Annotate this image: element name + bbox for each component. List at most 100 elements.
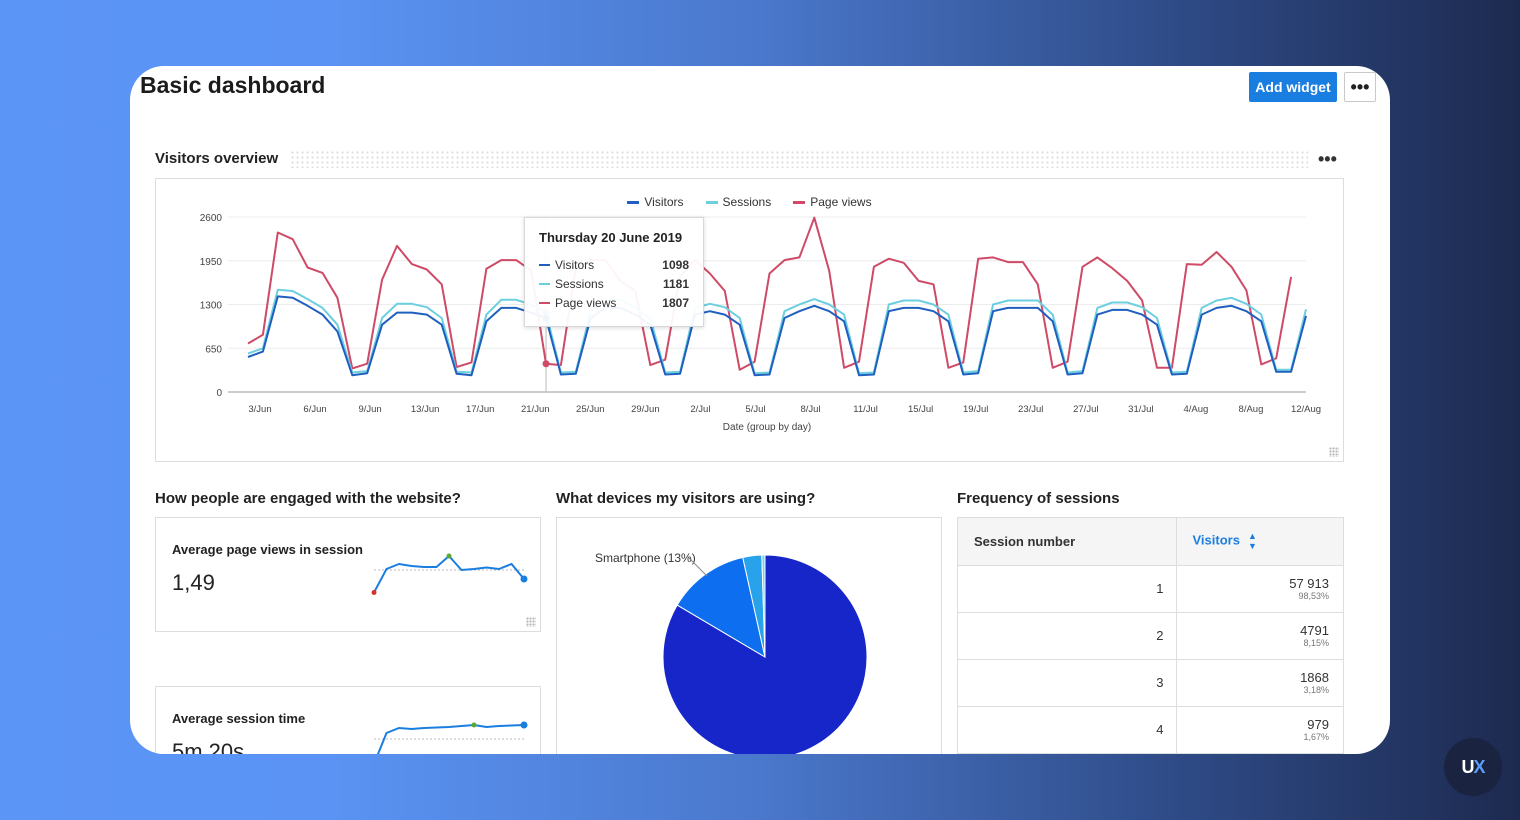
x-tick-label: 4/Aug <box>1183 404 1208 415</box>
x-tick-label: 13/Jun <box>411 404 440 415</box>
frequency-table: Session number Visitors ▲ ▼ 1 57 913 98,53% 2… <box>958 518 1343 754</box>
x-tick-label: 11/Jul <box>853 404 878 415</box>
visitors-count: 57 913 <box>1289 575 1329 591</box>
tooltip-swatch <box>539 301 550 304</box>
sparkline-page-views <box>371 553 528 595</box>
devices-pie-panel: Smartphone (13%) <box>556 517 942 754</box>
session-number-cell: 4 <box>958 706 1176 754</box>
legend-item-page-views[interactable]: Page views <box>793 195 872 209</box>
visitors-cell: 979 1,67% <box>1175 706 1343 754</box>
x-tick-label: 6/Jun <box>303 404 326 415</box>
legend-label: Page views <box>810 195 872 209</box>
logo-letter-u: U <box>1461 756 1474 777</box>
dashboard-more-button[interactable]: ••• <box>1344 72 1376 102</box>
engagement-title: How people are engaged with the website? <box>155 490 461 507</box>
tooltip-title: Thursday 20 June 2019 <box>539 230 683 245</box>
tooltip-name: Sessions <box>555 276 604 291</box>
legend-label: Visitors <box>644 195 684 209</box>
sparkline-line <box>373 554 525 593</box>
column-header-session-number[interactable]: Session number <box>958 518 1176 566</box>
y-tick-label: 650 <box>205 344 222 355</box>
legend-item-visitors[interactable]: Visitors <box>627 195 684 209</box>
tooltip-row-sessions: Sessions 1181 <box>539 274 689 293</box>
x-axis-label: Date (group by day) <box>723 422 811 433</box>
x-tick-label: 29/Jun <box>631 404 660 415</box>
x-tick-label: 8/Jul <box>800 404 820 415</box>
logo-letter-x: X <box>1473 756 1485 777</box>
resize-handle[interactable] <box>1329 447 1339 457</box>
session-number-cell: 2 <box>958 612 1176 660</box>
visitors-count: 979 <box>1307 716 1329 732</box>
visitors-percent: 3,18% <box>1303 684 1329 695</box>
legend-swatch <box>627 200 640 204</box>
x-tick-label: 15/Jul <box>908 404 933 415</box>
kpi-avg-session-time: Average session time 5m 20s <box>155 686 541 754</box>
add-widget-button[interactable]: Add widget <box>1249 72 1337 102</box>
pie-slice-other[interactable] <box>761 554 766 658</box>
x-tick-label: 25/Jun <box>576 404 605 415</box>
kpi-value: 5m 20s <box>172 739 245 754</box>
tooltip-value: 1181 <box>662 276 689 291</box>
chart-tooltip: Thursday 20 June 2019 Visitors 1098 Sess… <box>524 217 704 327</box>
y-tick-label: 1950 <box>200 257 223 268</box>
highlight-point <box>542 360 550 368</box>
visitors-percent: 8,15% <box>1303 637 1329 648</box>
series-line-page-views[interactable] <box>247 216 1293 371</box>
sparkline-max-point <box>446 553 452 559</box>
x-tick-label: 5/Jul <box>745 404 765 415</box>
x-tick-label: 19/Jul <box>963 404 988 415</box>
legend-swatch <box>705 200 718 204</box>
chart-legend: Visitors Sessions Page views <box>156 195 1343 209</box>
x-tick-label: 3/Jun <box>248 404 271 415</box>
visitors-overview-more-button[interactable]: ••• <box>1318 149 1337 169</box>
session-number-cell: 3 <box>958 659 1176 707</box>
table-row[interactable]: 3 1868 3,18% <box>958 659 1343 707</box>
tooltip-value: 1807 <box>662 295 689 310</box>
series-line-visitors[interactable] <box>247 295 1307 377</box>
x-tick-label: 27/Jul <box>1073 404 1098 415</box>
y-tick-label: 1300 <box>200 301 223 312</box>
session-number: 4 <box>1156 722 1164 737</box>
session-number: 2 <box>1156 628 1164 643</box>
column-header-visitors[interactable]: Visitors ▲ ▼ <box>1175 518 1343 566</box>
x-tick-label: 9/Jun <box>358 404 381 415</box>
x-tick-label: 31/Jul <box>1128 404 1153 415</box>
table-header-row: Session number Visitors ▲ ▼ <box>958 518 1343 566</box>
sparkline-last-point <box>520 575 528 583</box>
visitors-percent: 1,67% <box>1303 731 1329 742</box>
visitors-cell: 1868 3,18% <box>1175 659 1343 707</box>
visitors-count: 1868 <box>1300 669 1329 685</box>
table-row[interactable]: 4 979 1,67% <box>958 706 1343 754</box>
x-tick-label: 2/Jul <box>690 404 710 415</box>
page-title: Basic dashboard <box>140 72 326 98</box>
x-tick-label: 17/Jun <box>466 404 495 415</box>
legend-item-sessions[interactable]: Sessions <box>705 195 771 209</box>
visitors-percent: 98,53% <box>1298 590 1329 601</box>
column-header-label: Visitors <box>1192 532 1240 548</box>
table-row[interactable]: 1 57 913 98,53% <box>958 565 1343 613</box>
tooltip-swatch <box>539 263 550 266</box>
sparkline-line <box>376 723 525 754</box>
sparkline-max-point <box>471 722 477 728</box>
resize-handle[interactable] <box>526 617 536 627</box>
kpi-avg-page-views: Average page views in session 1,49 <box>155 517 541 632</box>
kpi-label: Average session time <box>172 711 306 726</box>
sparkline-min-point <box>371 590 377 595</box>
devices-title: What devices my visitors are using? <box>556 490 816 507</box>
line-chart-svg[interactable]: 0 650 1300 1950 2600 3/Jun 6/Jun 9/Jun 13/Jun 17/… <box>156 179 1343 461</box>
y-tick-label: 0 <box>216 388 222 399</box>
visitors-overview-chart: Visitors Sessions Page views 0 650 1300 195… <box>155 178 1344 462</box>
tooltip-row-visitors: Visitors 1098 <box>539 255 689 274</box>
devices-pie-chart[interactable] <box>557 518 941 754</box>
pie-leader-line <box>688 557 708 577</box>
sort-icon[interactable]: ▲ ▼ <box>1247 531 1257 552</box>
series-line-sessions[interactable] <box>247 288 1307 375</box>
y-tick-label: 2600 <box>200 213 223 224</box>
frequency-table-panel: Session number Visitors ▲ ▼ 1 57 913 98,53% 2… <box>957 517 1344 754</box>
table-row[interactable]: 2 4791 8,15% <box>958 612 1343 660</box>
visitors-overview-title: Visitors overview <box>155 150 279 167</box>
pie-label-smartphone: Smartphone (13%) <box>595 551 696 565</box>
x-tick-label: 12/Aug <box>1291 404 1321 415</box>
drag-handle[interactable] <box>290 150 1308 168</box>
